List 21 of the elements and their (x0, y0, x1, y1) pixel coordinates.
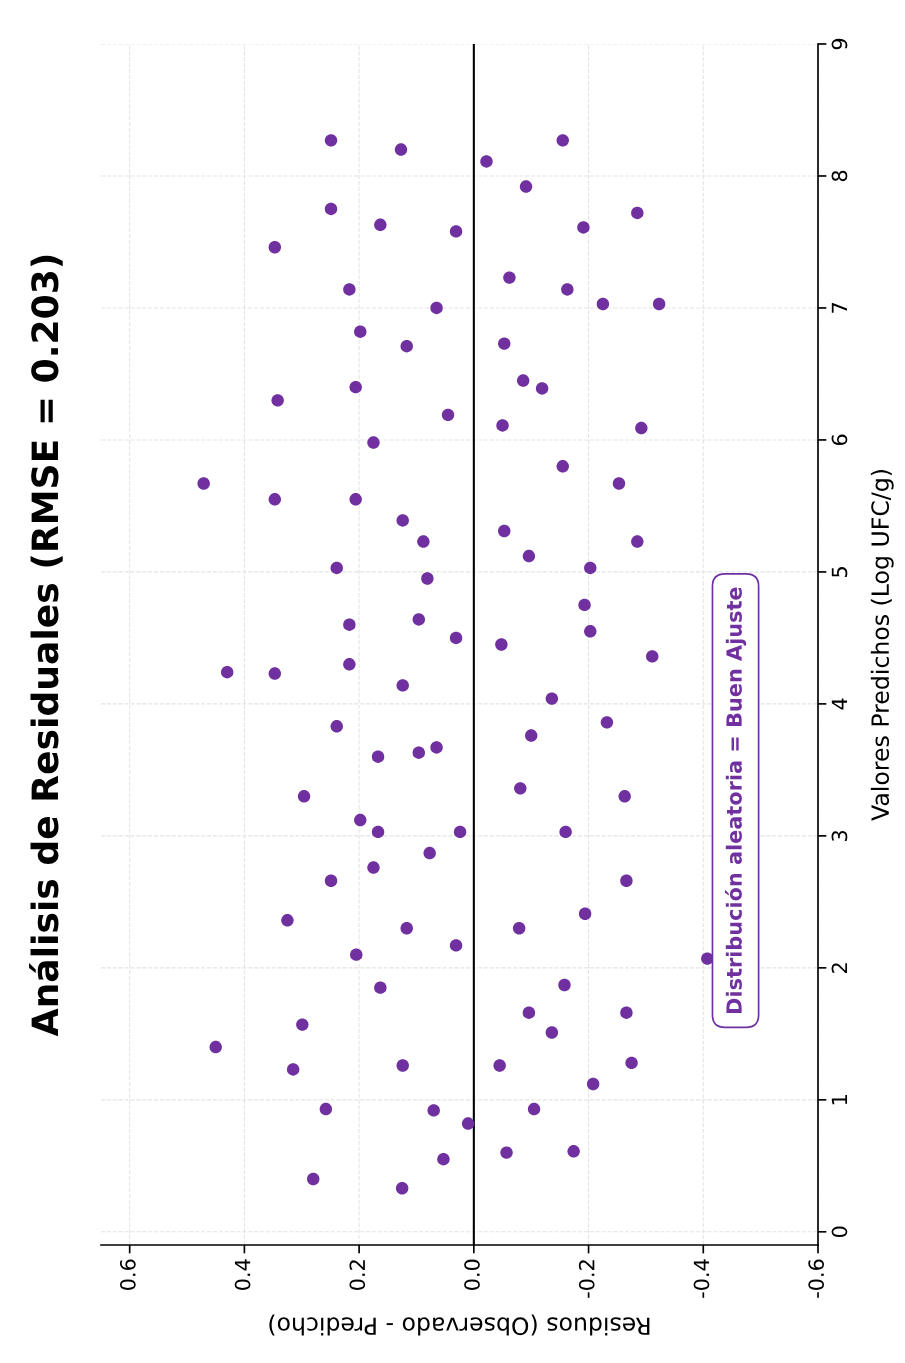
y-tick-label: 9 (831, 38, 848, 50)
y-tick-label: 2 (831, 963, 848, 973)
y-axis-title: Valores Predichos (Log UFC/g) (870, 470, 894, 821)
x-axis-title: Residuos (Observado - Predicho) (269, 1314, 650, 1336)
y-tick-label: 4 (831, 698, 848, 710)
y-tick-label: 3 (831, 830, 848, 841)
x-tick-label: -0.2 (578, 1260, 595, 1298)
x-tick-label: 0.6 (119, 1259, 136, 1290)
y-tick-label: 0 (831, 1226, 848, 1238)
y-tick-label: 5 (831, 567, 848, 577)
x-tick-label: 0.4 (234, 1259, 251, 1290)
y-tick-label: 1 (831, 1095, 848, 1105)
y-tick-label: 6 (831, 434, 848, 446)
x-tick-label: 0.2 (349, 1260, 366, 1290)
y-tick-label: 7 (831, 303, 848, 313)
annotation: Distribución aleatoria = Buen Ajuste (724, 587, 747, 1013)
y-tick-label: 8 (831, 170, 848, 182)
x-tick-label: -0.6 (808, 1259, 825, 1298)
text: Análisis de Residuales (RMSE = 0.203) (29, 255, 63, 1037)
x-tick-label: 0.0 (464, 1259, 480, 1290)
x-tick-label: -0.4 (693, 1259, 710, 1298)
